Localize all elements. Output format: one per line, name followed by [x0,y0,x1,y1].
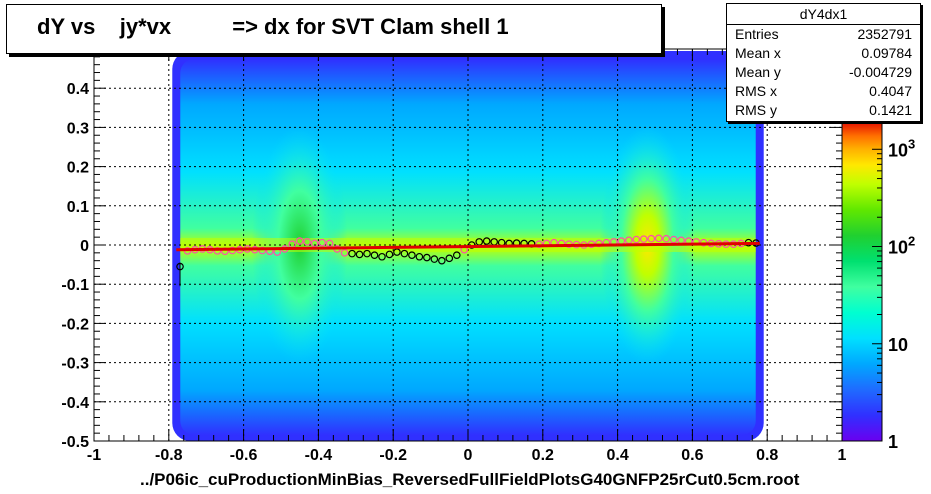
y-tick-label: -0.1 [61,277,89,294]
stats-row-mean-x: Mean x 0.09784 [727,44,920,63]
profile-point [423,253,431,262]
x-tick-label: -0.2 [379,447,407,464]
color-scale-bar: 1 10 102 103 [841,119,915,452]
profile-point [318,238,326,247]
x-tick-label: -0.6 [230,447,258,464]
y-tick-label: 0.2 [67,160,89,177]
y-tick-label: 0.3 [67,120,89,137]
z-tick-label: 102 [888,234,915,258]
source-file-label: ../P06ic_cuProductionMinBias_ReversedFul… [140,470,800,489]
stats-value: 0.1421 [869,102,912,118]
profile-point [535,240,543,249]
x-axis-ticks: -1 -0.8 -0.6 -0.4 -0.2 0 0.2 0.4 0.6 0.8 1 [87,49,847,464]
plot-title: dY vs jy*vx => dx for SVT Clam shell 1 [37,14,509,39]
stats-value: 0.09784 [861,45,912,61]
profile-point [408,251,416,259]
stats-row-entries: Entries 2352791 [727,25,920,44]
x-tick-label: 0.6 [681,447,703,464]
y-tick-label: 0.1 [67,199,89,216]
y-tick-label: -0.3 [61,356,89,373]
y-axis-ticks: -0.5 -0.4 -0.3 -0.2 -0.1 0 0.1 0.2 0.3 0.4 [61,56,842,451]
profile-point [363,249,371,258]
profile-point [213,247,222,255]
x-tick-label: 0.8 [756,447,778,464]
color-scale-gradient [842,120,882,441]
profile-point [310,239,319,248]
profile-point [445,254,454,263]
y-tick-label: -0.5 [61,434,89,451]
profile-point [370,251,379,259]
profile-point [438,256,446,265]
profile-point [482,237,491,245]
x-tick-label: 1 [838,447,847,464]
stats-value: -0.004729 [848,64,912,80]
z-tick-exponent: 2 [908,234,915,249]
stats-key: RMS y [735,102,777,118]
profile-point [340,249,349,257]
y-tick-label: 0.4 [67,81,89,98]
profile-point [639,235,648,243]
profile-point [647,234,656,243]
profile-point [385,250,394,259]
stats-key: RMS x [735,83,777,99]
stats-row-mean-y: Mean y -0.004729 [727,63,920,82]
profile-point [415,252,424,261]
profile-point [295,237,304,245]
z-tick-exponent: 3 [908,136,915,151]
stats-key: Mean x [735,45,781,61]
stats-box: dY4dx1 Entries 2352791 Mean x 0.09784 Me… [726,3,921,122]
fit-line [176,241,760,252]
stats-value: 2352791 [857,26,912,42]
z-tick-label: 1 [888,432,898,452]
y-tick-label: 0 [80,238,89,255]
stats-histogram-name: dY4dx1 [727,4,920,25]
profile-point [348,249,356,258]
plot-title-box: dY vs jy*vx => dx for SVT Clam shell 1 [6,4,662,54]
x-tick-label: -1 [87,447,101,464]
x-tick-label: 0.2 [532,447,554,464]
profile-point [452,251,461,259]
profile-point [355,250,364,259]
stats-value: 0.4047 [869,83,912,99]
stats-row-rms-y: RMS y 0.1421 [727,101,920,120]
x-tick-label: -0.8 [155,447,183,464]
stats-row-rms-x: RMS x 0.4047 [727,82,920,101]
profile-point [632,235,641,244]
profile-point [669,235,678,244]
profile-point [430,255,439,263]
profile-point [654,234,663,243]
z-tick-label: 10 [888,335,908,355]
profile-point [303,238,311,246]
profile-point [662,234,671,243]
x-tick-label: 0.4 [606,447,628,464]
y-tick-label: -0.4 [61,395,89,412]
x-tick-label: 0 [464,447,473,464]
profile-point [378,252,386,261]
x-tick-label: -0.4 [305,447,333,464]
z-tick-label: 103 [888,136,915,160]
profile-point [393,248,401,256]
stats-key: Mean y [735,64,781,80]
y-tick-label: -0.2 [61,316,89,333]
stats-key: Entries [735,26,779,42]
profile-point [400,249,409,258]
